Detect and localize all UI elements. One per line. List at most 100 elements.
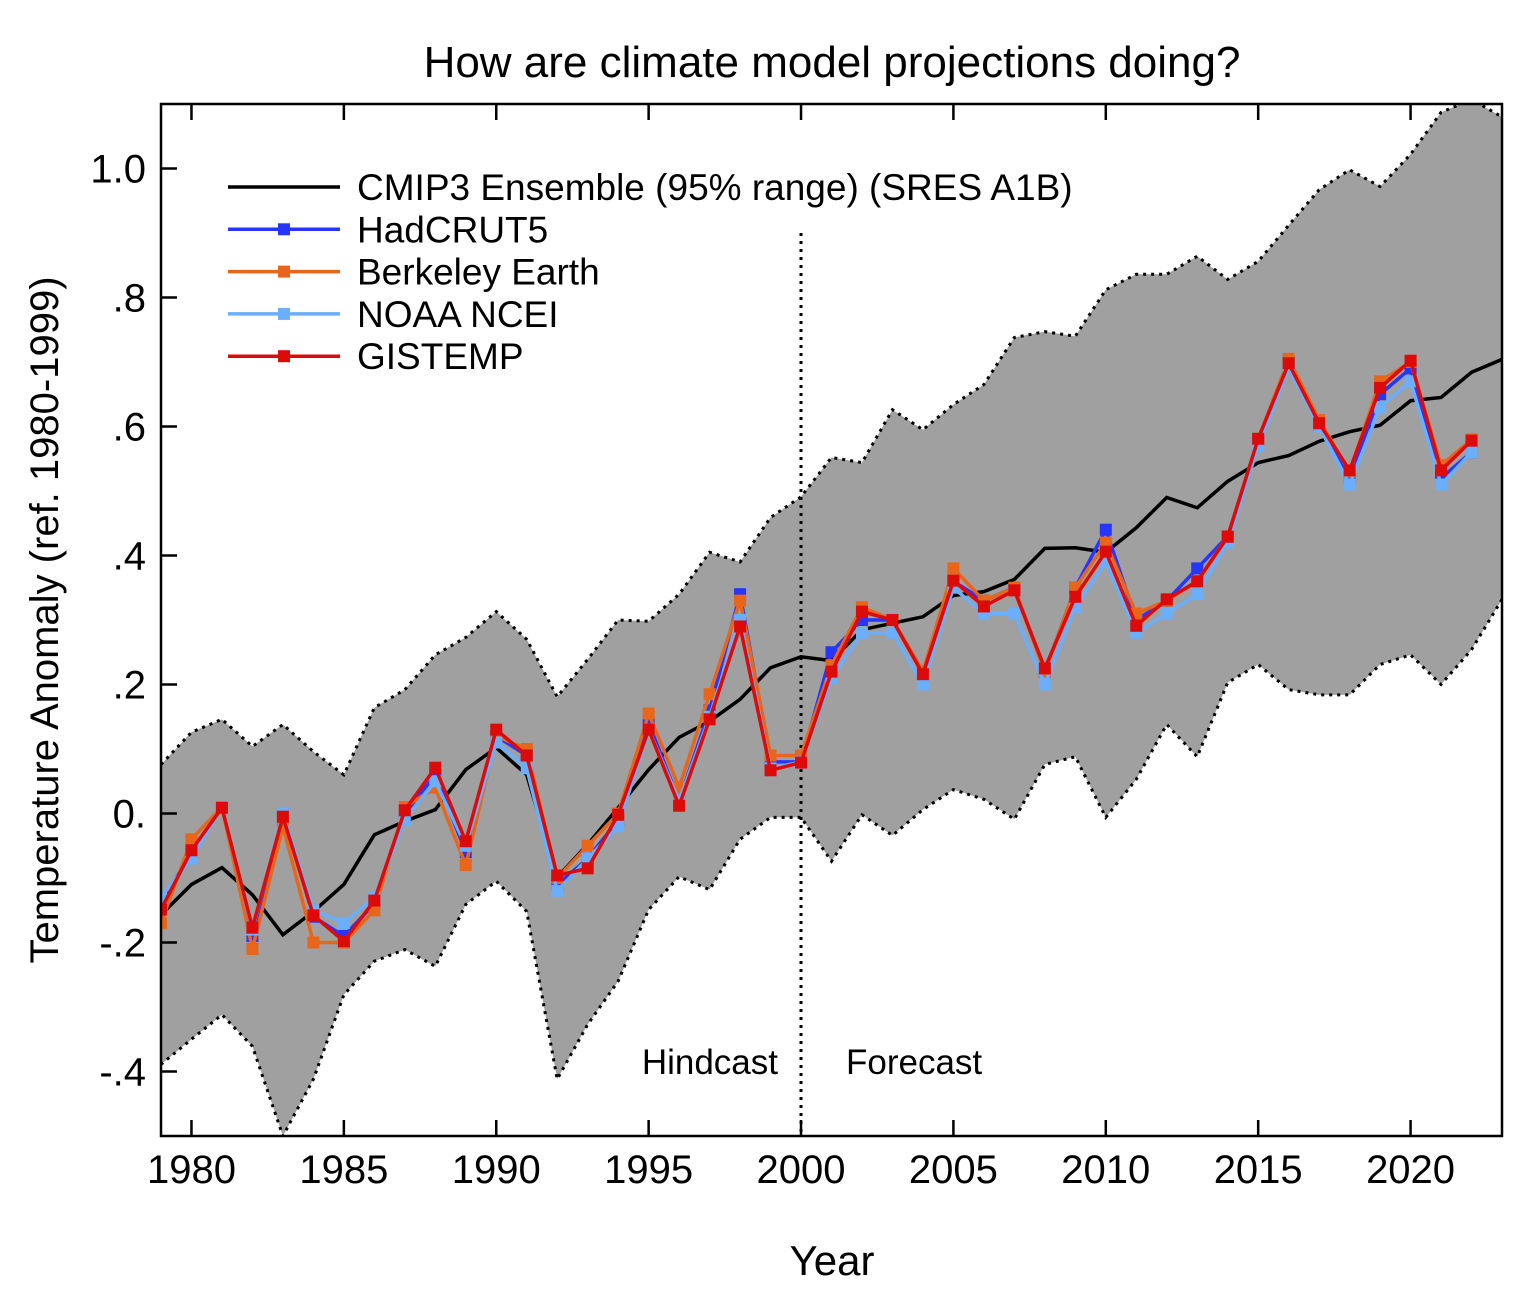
data-point-gistemp bbox=[734, 620, 747, 633]
series-gistemp bbox=[161, 354, 1478, 948]
data-point-gistemp bbox=[1313, 417, 1326, 430]
data-point-gistemp bbox=[673, 799, 686, 812]
data-point-noaa-ncei bbox=[1343, 478, 1356, 491]
y-tick-label: .2 bbox=[113, 664, 146, 708]
data-point-gistemp bbox=[1465, 434, 1478, 447]
legend: CMIP3 Ensemble (95% range) (SRES A1B)Had… bbox=[228, 167, 1073, 377]
legend-entry: NOAA NCEI bbox=[228, 294, 559, 335]
data-point-berkeley-earth bbox=[1099, 536, 1112, 549]
ensemble-upper-bound bbox=[161, 104, 1502, 778]
y-tick-label: 1.0 bbox=[90, 148, 146, 192]
data-point-noaa-ncei bbox=[1465, 446, 1478, 459]
data-point-gistemp bbox=[337, 935, 350, 948]
data-point-noaa-ncei bbox=[551, 884, 564, 897]
data-point-berkeley-earth bbox=[459, 859, 472, 872]
data-point-gistemp bbox=[1221, 530, 1234, 543]
legend-entry: HadCRUT5 bbox=[228, 209, 548, 250]
legend-label: NOAA NCEI bbox=[357, 294, 559, 335]
data-point-noaa-ncei bbox=[337, 917, 350, 930]
data-point-gistemp bbox=[947, 574, 960, 587]
data-point-gistemp bbox=[764, 764, 777, 777]
y-tick-label: 0. bbox=[113, 793, 146, 837]
series-line-gistemp bbox=[161, 357, 1473, 944]
data-point-noaa-ncei bbox=[886, 626, 899, 639]
data-point-gistemp bbox=[215, 801, 228, 814]
data-point-gistemp bbox=[825, 665, 838, 678]
data-point-noaa-ncei bbox=[1160, 607, 1173, 620]
data-point-gistemp bbox=[703, 713, 716, 726]
legend-marker bbox=[278, 307, 290, 320]
data-point-noaa-ncei bbox=[1435, 478, 1448, 491]
data-point-gistemp bbox=[459, 835, 472, 848]
legend-label: CMIP3 Ensemble (95% range) (SRES A1B) bbox=[357, 167, 1073, 208]
data-point-gistemp bbox=[161, 903, 167, 916]
y-tick-label: .4 bbox=[113, 535, 146, 579]
data-point-hadcrut5 bbox=[1099, 523, 1112, 536]
data-point-gistemp bbox=[276, 810, 289, 823]
data-point-gistemp bbox=[1099, 545, 1112, 558]
data-point-hadcrut5 bbox=[1191, 562, 1204, 575]
data-point-gistemp bbox=[520, 749, 533, 762]
data-point-gistemp bbox=[1038, 662, 1051, 675]
data-point-gistemp bbox=[1282, 357, 1295, 370]
x-tick-label: 2010 bbox=[1061, 1148, 1150, 1192]
data-point-noaa-ncei bbox=[1374, 401, 1387, 414]
data-point-gistemp bbox=[1130, 619, 1143, 632]
data-point-gistemp bbox=[855, 605, 868, 618]
data-point-berkeley-earth bbox=[307, 936, 320, 949]
data-point-gistemp bbox=[368, 894, 381, 907]
data-point-gistemp bbox=[1435, 464, 1448, 477]
data-point-hadcrut5 bbox=[825, 646, 838, 659]
data-point-gistemp bbox=[581, 862, 594, 875]
x-tick-label: 1990 bbox=[452, 1148, 541, 1192]
data-point-noaa-ncei bbox=[1038, 678, 1051, 691]
data-point-noaa-ncei bbox=[1404, 375, 1417, 388]
data-point-gistemp bbox=[795, 756, 808, 769]
data-point-berkeley-earth bbox=[246, 942, 259, 955]
legend-entry: GISTEMP bbox=[228, 336, 524, 377]
data-point-gistemp bbox=[490, 723, 503, 736]
x-tick-label: 2020 bbox=[1366, 1148, 1455, 1192]
data-point-berkeley-earth bbox=[642, 707, 655, 720]
legend-entry: CMIP3 Ensemble (95% range) (SRES A1B) bbox=[228, 167, 1073, 208]
legend-label: GISTEMP bbox=[357, 336, 524, 377]
data-point-noaa-ncei bbox=[855, 626, 868, 639]
legend-marker bbox=[278, 350, 290, 363]
data-point-berkeley-earth bbox=[734, 594, 747, 607]
data-point-noaa-ncei bbox=[1008, 607, 1021, 620]
legend-entry: Berkeley Earth bbox=[228, 252, 600, 293]
y-axis-label: Temperature Anomaly (ref. 1980-1999) bbox=[23, 276, 67, 963]
data-point-noaa-ncei bbox=[916, 678, 929, 691]
y-tick-label: .6 bbox=[113, 406, 146, 450]
x-tick-label: 2005 bbox=[909, 1148, 998, 1192]
data-point-gistemp bbox=[429, 761, 442, 774]
data-point-gistemp bbox=[1008, 584, 1021, 597]
annotation-hindcast: Hindcast bbox=[642, 1043, 778, 1082]
x-tick-label: 1980 bbox=[147, 1148, 236, 1192]
data-point-gistemp bbox=[1191, 575, 1204, 588]
data-point-gistemp bbox=[1374, 381, 1387, 394]
data-point-gistemp bbox=[398, 804, 411, 817]
chart-title: How are climate model projections doing? bbox=[424, 38, 1241, 87]
data-point-berkeley-earth bbox=[703, 688, 716, 701]
x-axis-label: Year bbox=[790, 1237, 875, 1284]
data-point-berkeley-earth bbox=[185, 833, 198, 846]
legend-label: Berkeley Earth bbox=[357, 252, 600, 293]
data-point-berkeley-earth bbox=[581, 839, 594, 852]
legend-label: HadCRUT5 bbox=[357, 209, 548, 250]
data-point-gistemp bbox=[185, 844, 198, 857]
x-tick-label: 1985 bbox=[299, 1148, 388, 1192]
data-point-gistemp bbox=[642, 723, 655, 736]
data-point-gistemp bbox=[551, 869, 564, 882]
data-point-gistemp bbox=[1404, 354, 1417, 367]
annotation-forecast: Forecast bbox=[846, 1043, 982, 1082]
data-point-gistemp bbox=[886, 614, 899, 626]
data-point-berkeley-earth bbox=[161, 917, 167, 930]
data-point-gistemp bbox=[307, 909, 320, 922]
x-tick-label: 2015 bbox=[1214, 1148, 1303, 1192]
data-point-gistemp bbox=[1069, 590, 1082, 603]
data-point-gistemp bbox=[246, 921, 259, 934]
legend-marker bbox=[278, 265, 290, 278]
x-tick-label: 1995 bbox=[604, 1148, 693, 1192]
